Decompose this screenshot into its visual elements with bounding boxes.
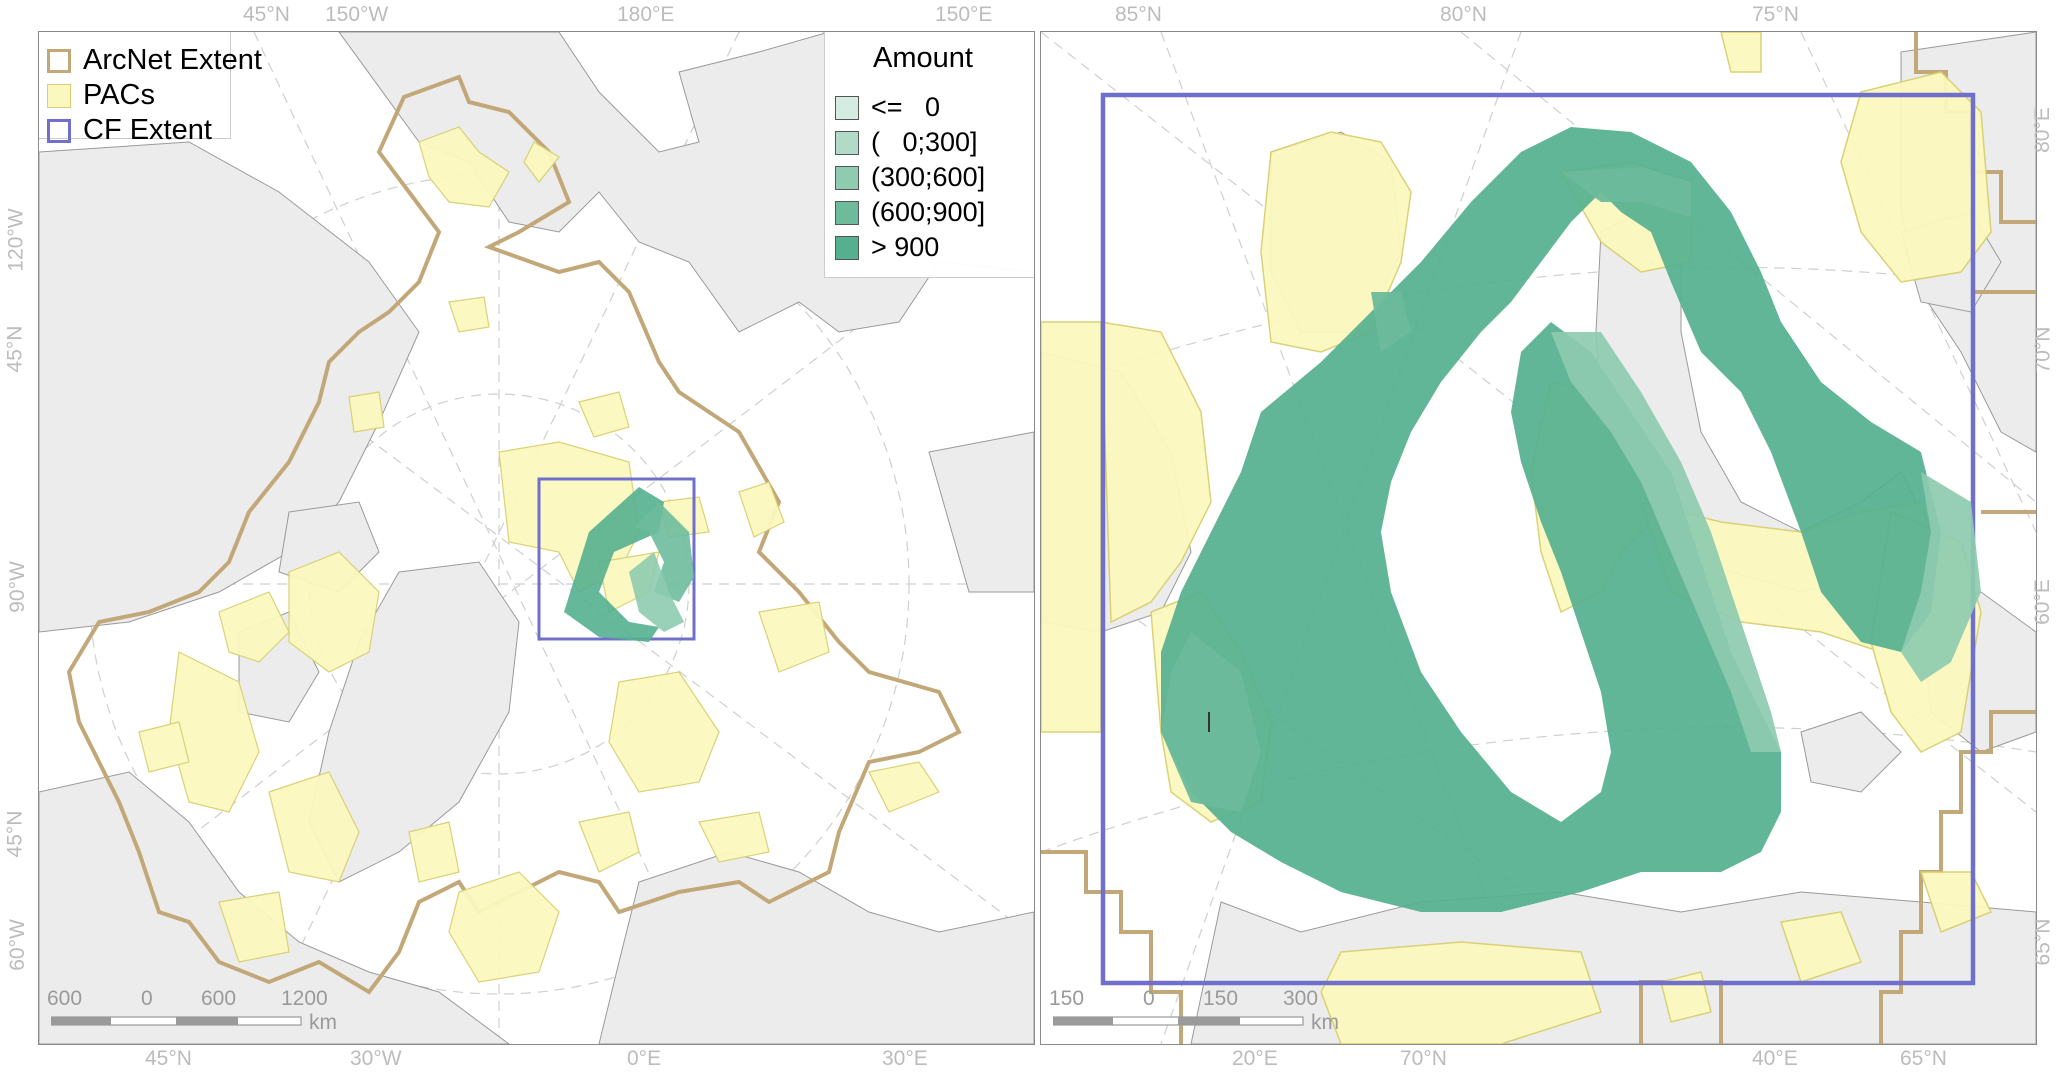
coord-left-bottom-30e: 30°E <box>882 1047 928 1070</box>
amount-item-3: (600;900] <box>835 197 985 228</box>
coord-right-bottom-20e: 20°E <box>1232 1047 1278 1070</box>
amount-shape-detail <box>1161 127 1981 912</box>
amount-label-3: (600;900] <box>871 197 986 227</box>
coord-right-side-65n: 65°N <box>2031 918 2055 966</box>
coord-left-top-150e: 150°E <box>935 3 993 26</box>
amount-item-2: (300;600] <box>835 162 985 193</box>
scalebar-graphic <box>51 1016 302 1026</box>
legend-label-cf: CF Extent <box>83 114 212 146</box>
legend-item-cf: CF Extent <box>47 114 212 147</box>
scalebar-right-label-3: 300 <box>1283 987 1319 1010</box>
amount-legend-title: Amount <box>873 42 973 74</box>
scalebar-label-1: 0 <box>141 987 153 1010</box>
amount-swatch-3 <box>835 200 859 225</box>
amount-label-4: > 900 <box>871 232 940 262</box>
legend-label-pacs: PACs <box>83 79 155 111</box>
scalebar-label-3: 1200 <box>281 987 328 1010</box>
scalebar-right-unit: km <box>1311 1011 1339 1034</box>
coord-right-bottom-65n: 65°N <box>1900 1047 1947 1070</box>
amount-swatch-0 <box>835 95 859 120</box>
legend-item-arcnet: ArcNet Extent <box>47 44 262 77</box>
scalebar-left: 600 0 600 1200 km <box>47 987 351 1037</box>
coord-right-bottom-40e: 40°E <box>1752 1047 1798 1070</box>
amount-swatch-2 <box>835 165 859 190</box>
coord-right-side-60e: 60°E <box>2030 579 2054 625</box>
coord-left-bottom-0e: 0°E <box>627 1047 662 1070</box>
scalebar-right-label-2: 150 <box>1203 987 1239 1010</box>
amount-label-2: (300;600] <box>871 162 986 192</box>
inset-amount-shape <box>564 487 694 642</box>
coord-left-bottom-45n: 45°N <box>145 1047 192 1070</box>
amount-item-4: > 900 <box>835 232 939 263</box>
coord-left-side-90w: 90°W <box>5 561 29 613</box>
amount-item-1: ( 0;300] <box>835 127 978 158</box>
legend-item-pacs: PACs <box>47 79 155 112</box>
scalebar-label-0: 600 <box>47 987 83 1010</box>
coord-left-top-45n: 45°N <box>243 3 290 26</box>
amount-label-1: ( 0;300] <box>871 127 978 157</box>
overview-map[interactable] <box>39 32 1034 1044</box>
amount-label-0: <= 0 <box>871 92 941 122</box>
coord-right-top-85n: 85°N <box>1115 3 1162 26</box>
cf-swatch <box>47 118 71 143</box>
extent-legend: ArcNet Extent PACs CF Extent <box>39 32 262 146</box>
coord-right-side-80e: 80°E <box>2030 107 2054 153</box>
amount-item-0: <= 0 <box>835 92 940 123</box>
coord-left-side-45n-lower: 45°N <box>3 810 27 858</box>
coord-left-top-150w: 150°W <box>325 3 389 26</box>
detail-map[interactable] <box>1041 32 2036 1044</box>
land-masses <box>39 32 1034 1044</box>
coord-left-side-120w: 120°W <box>4 208 28 272</box>
amount-legend: Amount <= 0 ( 0;300] (300;600] (600;900]… <box>824 32 1034 278</box>
pacs-areas <box>138 126 940 983</box>
coord-right-bottom-70n: 70°N <box>1400 1047 1447 1070</box>
pacs-swatch <box>47 83 71 108</box>
scalebar-right-label-0: 150 <box>1049 987 1085 1010</box>
amount-swatch-1 <box>835 130 859 155</box>
legend-label-arcnet: ArcNet Extent <box>83 44 262 76</box>
arcnet-extent <box>66 74 962 995</box>
detail-map-panel[interactable]: 150 0 150 300 km <box>1040 31 2037 1045</box>
coord-right-top-75n: 75°N <box>1752 3 1799 26</box>
cf-extent-box <box>537 477 696 641</box>
scalebar-label-2: 600 <box>201 987 237 1010</box>
coord-left-top-180e: 180°E <box>617 3 675 26</box>
scalebar-right-graphic <box>1053 1016 1304 1026</box>
coord-right-top-80n: 80°N <box>1440 3 1487 26</box>
coord-left-side-60w: 60°W <box>5 919 29 971</box>
scalebar-right: 150 0 150 300 km <box>1049 987 1353 1037</box>
coord-right-side-70n: 70°N <box>2031 326 2055 374</box>
scalebar-right-label-1: 0 <box>1143 987 1155 1010</box>
overview-map-panel[interactable]: ArcNet Extent PACs CF Extent Amount <= 0… <box>38 31 1035 1045</box>
arcnet-swatch <box>47 48 71 73</box>
amount-swatch-4 <box>835 235 859 260</box>
coord-left-bottom-30w: 30°W <box>350 1047 402 1070</box>
scalebar-unit: km <box>309 1011 337 1034</box>
coord-left-side-45n-upper: 45°N <box>3 325 27 373</box>
